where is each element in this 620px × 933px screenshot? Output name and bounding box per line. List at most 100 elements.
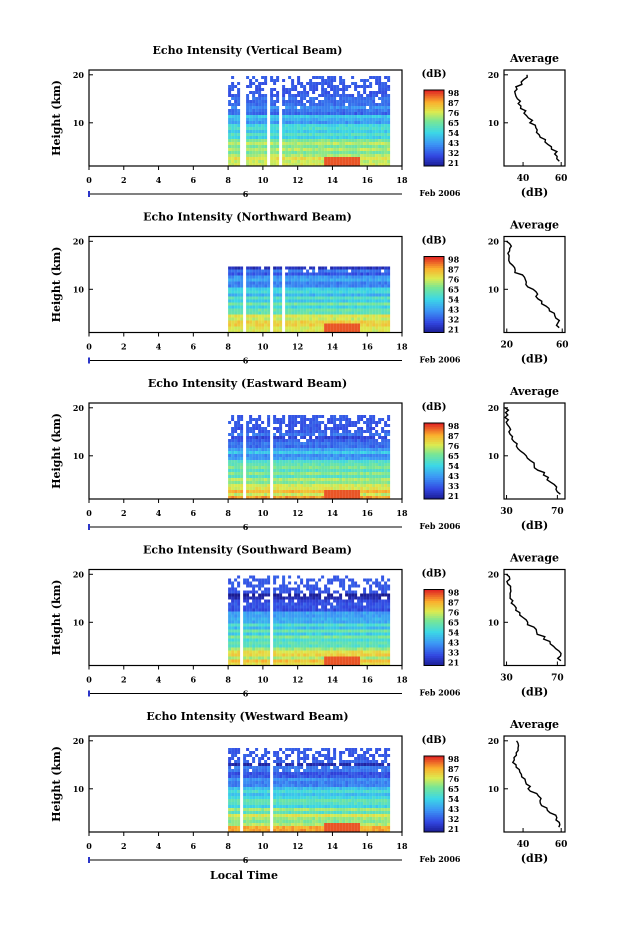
heatmap-cell	[348, 433, 351, 436]
heatmap-cell	[249, 463, 252, 466]
heatmap-cell	[252, 327, 255, 330]
heatmap-cell	[375, 91, 378, 94]
heatmap-cell	[285, 439, 288, 442]
heatmap-cell	[294, 151, 297, 154]
heatmap-cell	[378, 490, 381, 493]
heatmap-cell	[351, 94, 354, 97]
heatmap-cell	[312, 82, 315, 85]
heatmap-cell	[336, 127, 339, 130]
heatmap-cell	[342, 648, 345, 651]
heatmap-cell	[345, 309, 348, 312]
heatmap-cell	[249, 466, 252, 469]
heatmap-cell	[345, 636, 348, 639]
heatmap-cell	[309, 469, 312, 472]
heatmap-cell	[273, 478, 276, 481]
heatmap-cell	[333, 106, 336, 109]
heatmap-cell	[303, 127, 306, 130]
heatmap-cell	[333, 94, 336, 97]
heatmap-cell	[360, 118, 363, 121]
heatmap-cell	[279, 306, 282, 309]
heatmap-cell	[261, 154, 264, 157]
heatmap-cell	[303, 472, 306, 475]
heatmap-cell	[345, 615, 348, 618]
heatmap-cell	[369, 157, 372, 160]
heatmap-cell	[246, 463, 249, 466]
heatmap-cell	[336, 490, 339, 493]
heatmap-cell	[306, 133, 309, 136]
heatmap-cell	[336, 436, 339, 439]
heatmap-cell	[279, 276, 282, 279]
heatmap-cell	[318, 136, 321, 139]
heatmap-cell	[360, 645, 363, 648]
heatmap-cell	[306, 270, 309, 273]
heatmap-cell	[285, 612, 288, 615]
heatmap-cell	[255, 463, 258, 466]
heatmap-cell	[258, 621, 261, 624]
heatmap-cell	[294, 121, 297, 124]
heatmap-cell	[309, 660, 312, 663]
heatmap-cell	[297, 469, 300, 472]
heatmap-cell	[360, 454, 363, 457]
heatmap-cell	[243, 648, 246, 651]
heatmap-cell	[333, 273, 336, 276]
heatmap-cell	[366, 472, 369, 475]
heatmap-cell	[294, 475, 297, 478]
average-line	[505, 408, 560, 494]
heatmap-cell	[354, 490, 357, 493]
heatmap-cell	[234, 297, 237, 300]
heatmap-cell	[258, 657, 261, 660]
heatmap-cell	[246, 106, 249, 109]
heatmap-cell	[273, 642, 276, 645]
heatmap-cell	[291, 654, 294, 657]
heatmap-cell	[291, 451, 294, 454]
heatmap-cell	[234, 267, 237, 270]
heatmap-cell	[372, 318, 375, 321]
heatmap-cell	[285, 660, 288, 663]
heatmap-cell	[363, 276, 366, 279]
heatmap-cell	[372, 103, 375, 106]
heatmap-cell	[297, 273, 300, 276]
heatmap-cell	[321, 79, 324, 82]
heatmap-cell	[231, 618, 234, 621]
heatmap-cell	[321, 457, 324, 460]
heatmap-cell	[309, 418, 312, 421]
heatmap-cell	[378, 124, 381, 127]
heatmap-cell	[267, 630, 270, 633]
heatmap-cell	[318, 463, 321, 466]
heatmap-cell	[228, 88, 231, 91]
heatmap-cell	[261, 439, 264, 442]
heatmap-cell	[255, 109, 258, 112]
heatmap-cell	[345, 148, 348, 151]
heatmap-cell	[360, 85, 363, 88]
heatmap-cell	[234, 133, 237, 136]
heatmap-cell	[330, 630, 333, 633]
heatmap-cell	[276, 318, 279, 321]
heatmap-cell	[261, 627, 264, 630]
heatmap-cell	[321, 285, 324, 288]
heatmap-cell	[387, 109, 390, 112]
heatmap-cell	[282, 454, 285, 457]
heatmap-cell	[303, 285, 306, 288]
heatmap-cell	[363, 478, 366, 481]
heatmap-cell	[363, 481, 366, 484]
heatmap-cell	[297, 136, 300, 139]
heatmap-cell	[258, 124, 261, 127]
heatmap-cell	[228, 315, 231, 318]
heatmap-cell	[360, 97, 363, 100]
heatmap-cell	[339, 76, 342, 79]
heatmap-cell	[351, 424, 354, 427]
heatmap-cell	[321, 481, 324, 484]
heatmap-cell	[384, 648, 387, 651]
heatmap-cell	[330, 145, 333, 148]
heatmap-cell	[348, 490, 351, 493]
heatmap-cell	[366, 654, 369, 657]
heatmap-cell	[270, 97, 273, 100]
heatmap-cell	[264, 79, 267, 82]
heatmap-cell	[291, 303, 294, 306]
heatmap-cell	[312, 460, 315, 463]
heatmap-cell	[336, 91, 339, 94]
heatmap-cell	[261, 115, 264, 118]
heatmap-cell	[297, 442, 300, 445]
heatmap-cell	[372, 139, 375, 142]
heatmap-cell	[228, 109, 231, 112]
